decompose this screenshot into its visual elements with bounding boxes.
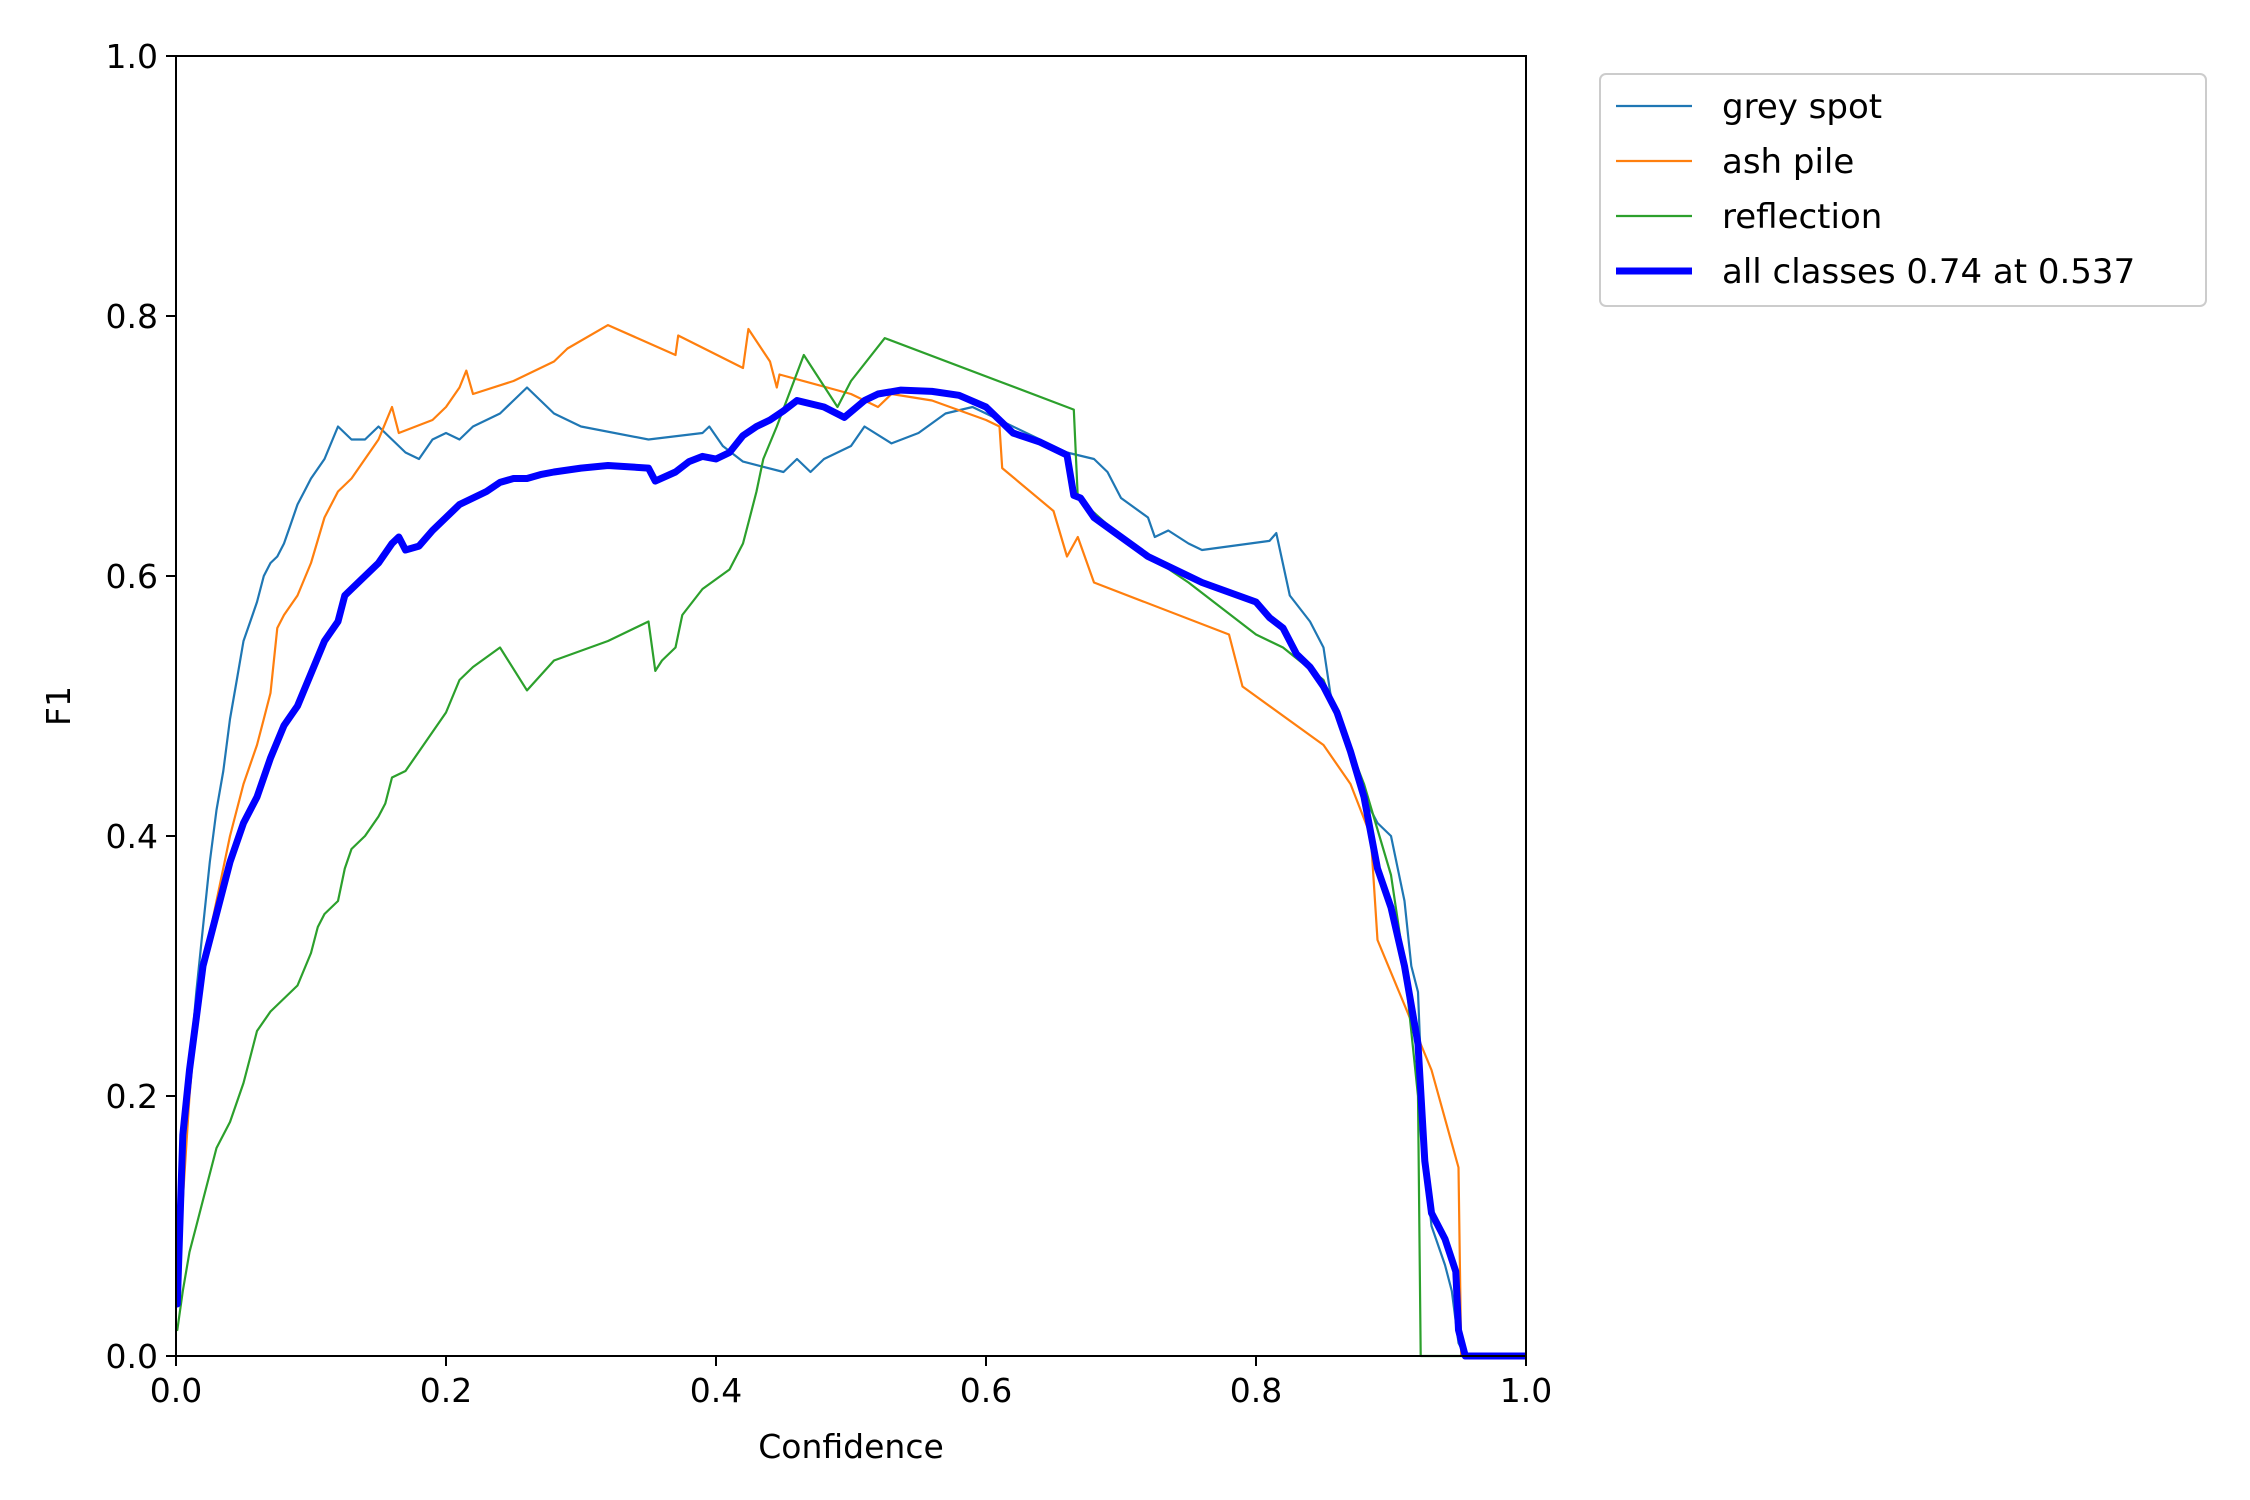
x-tick-label: 0.0	[150, 1371, 202, 1410]
x-tick-label: 0.2	[420, 1371, 472, 1410]
plot-frame	[175, 55, 1527, 1357]
y-tick-label: 0.8	[106, 297, 158, 336]
legend-box	[1599, 73, 2207, 307]
x-axis-label: Confidence	[758, 1427, 944, 1466]
legend-label: ash pile	[1722, 142, 1854, 182]
legend: grey spot ash pile reflection all classes 0…	[1599, 73, 2207, 307]
series-line-4	[176, 386, 1526, 1360]
x-tick-label: 0.4	[690, 1371, 742, 1410]
x-tick-label: 0.6	[960, 1371, 1012, 1410]
y-axis-label: F1	[39, 686, 78, 726]
legend-label: reflection	[1722, 197, 1882, 237]
legend-label: grey spot	[1722, 87, 1882, 127]
y-tick-label: 0.6	[106, 557, 158, 596]
ticks-layer: 0.0 0.2 0.4 0.6 0.8 1.0 0.0 0.2 0.4 0.6 0.8 1.0	[106, 37, 1553, 1410]
y-tick-label: 0.4	[106, 817, 158, 856]
x-tick-label: 1.0	[1500, 1371, 1552, 1410]
y-tick-label: 0.2	[106, 1077, 158, 1116]
x-tick-label: 0.8	[1230, 1371, 1282, 1410]
y-tick-label: 1.0	[106, 37, 158, 76]
series-line-2	[176, 324, 1526, 1358]
series-layer	[176, 324, 1526, 1360]
legend-label: all classes 0.74 at 0.537	[1722, 252, 2135, 292]
y-tick-label: 0.0	[106, 1337, 158, 1376]
